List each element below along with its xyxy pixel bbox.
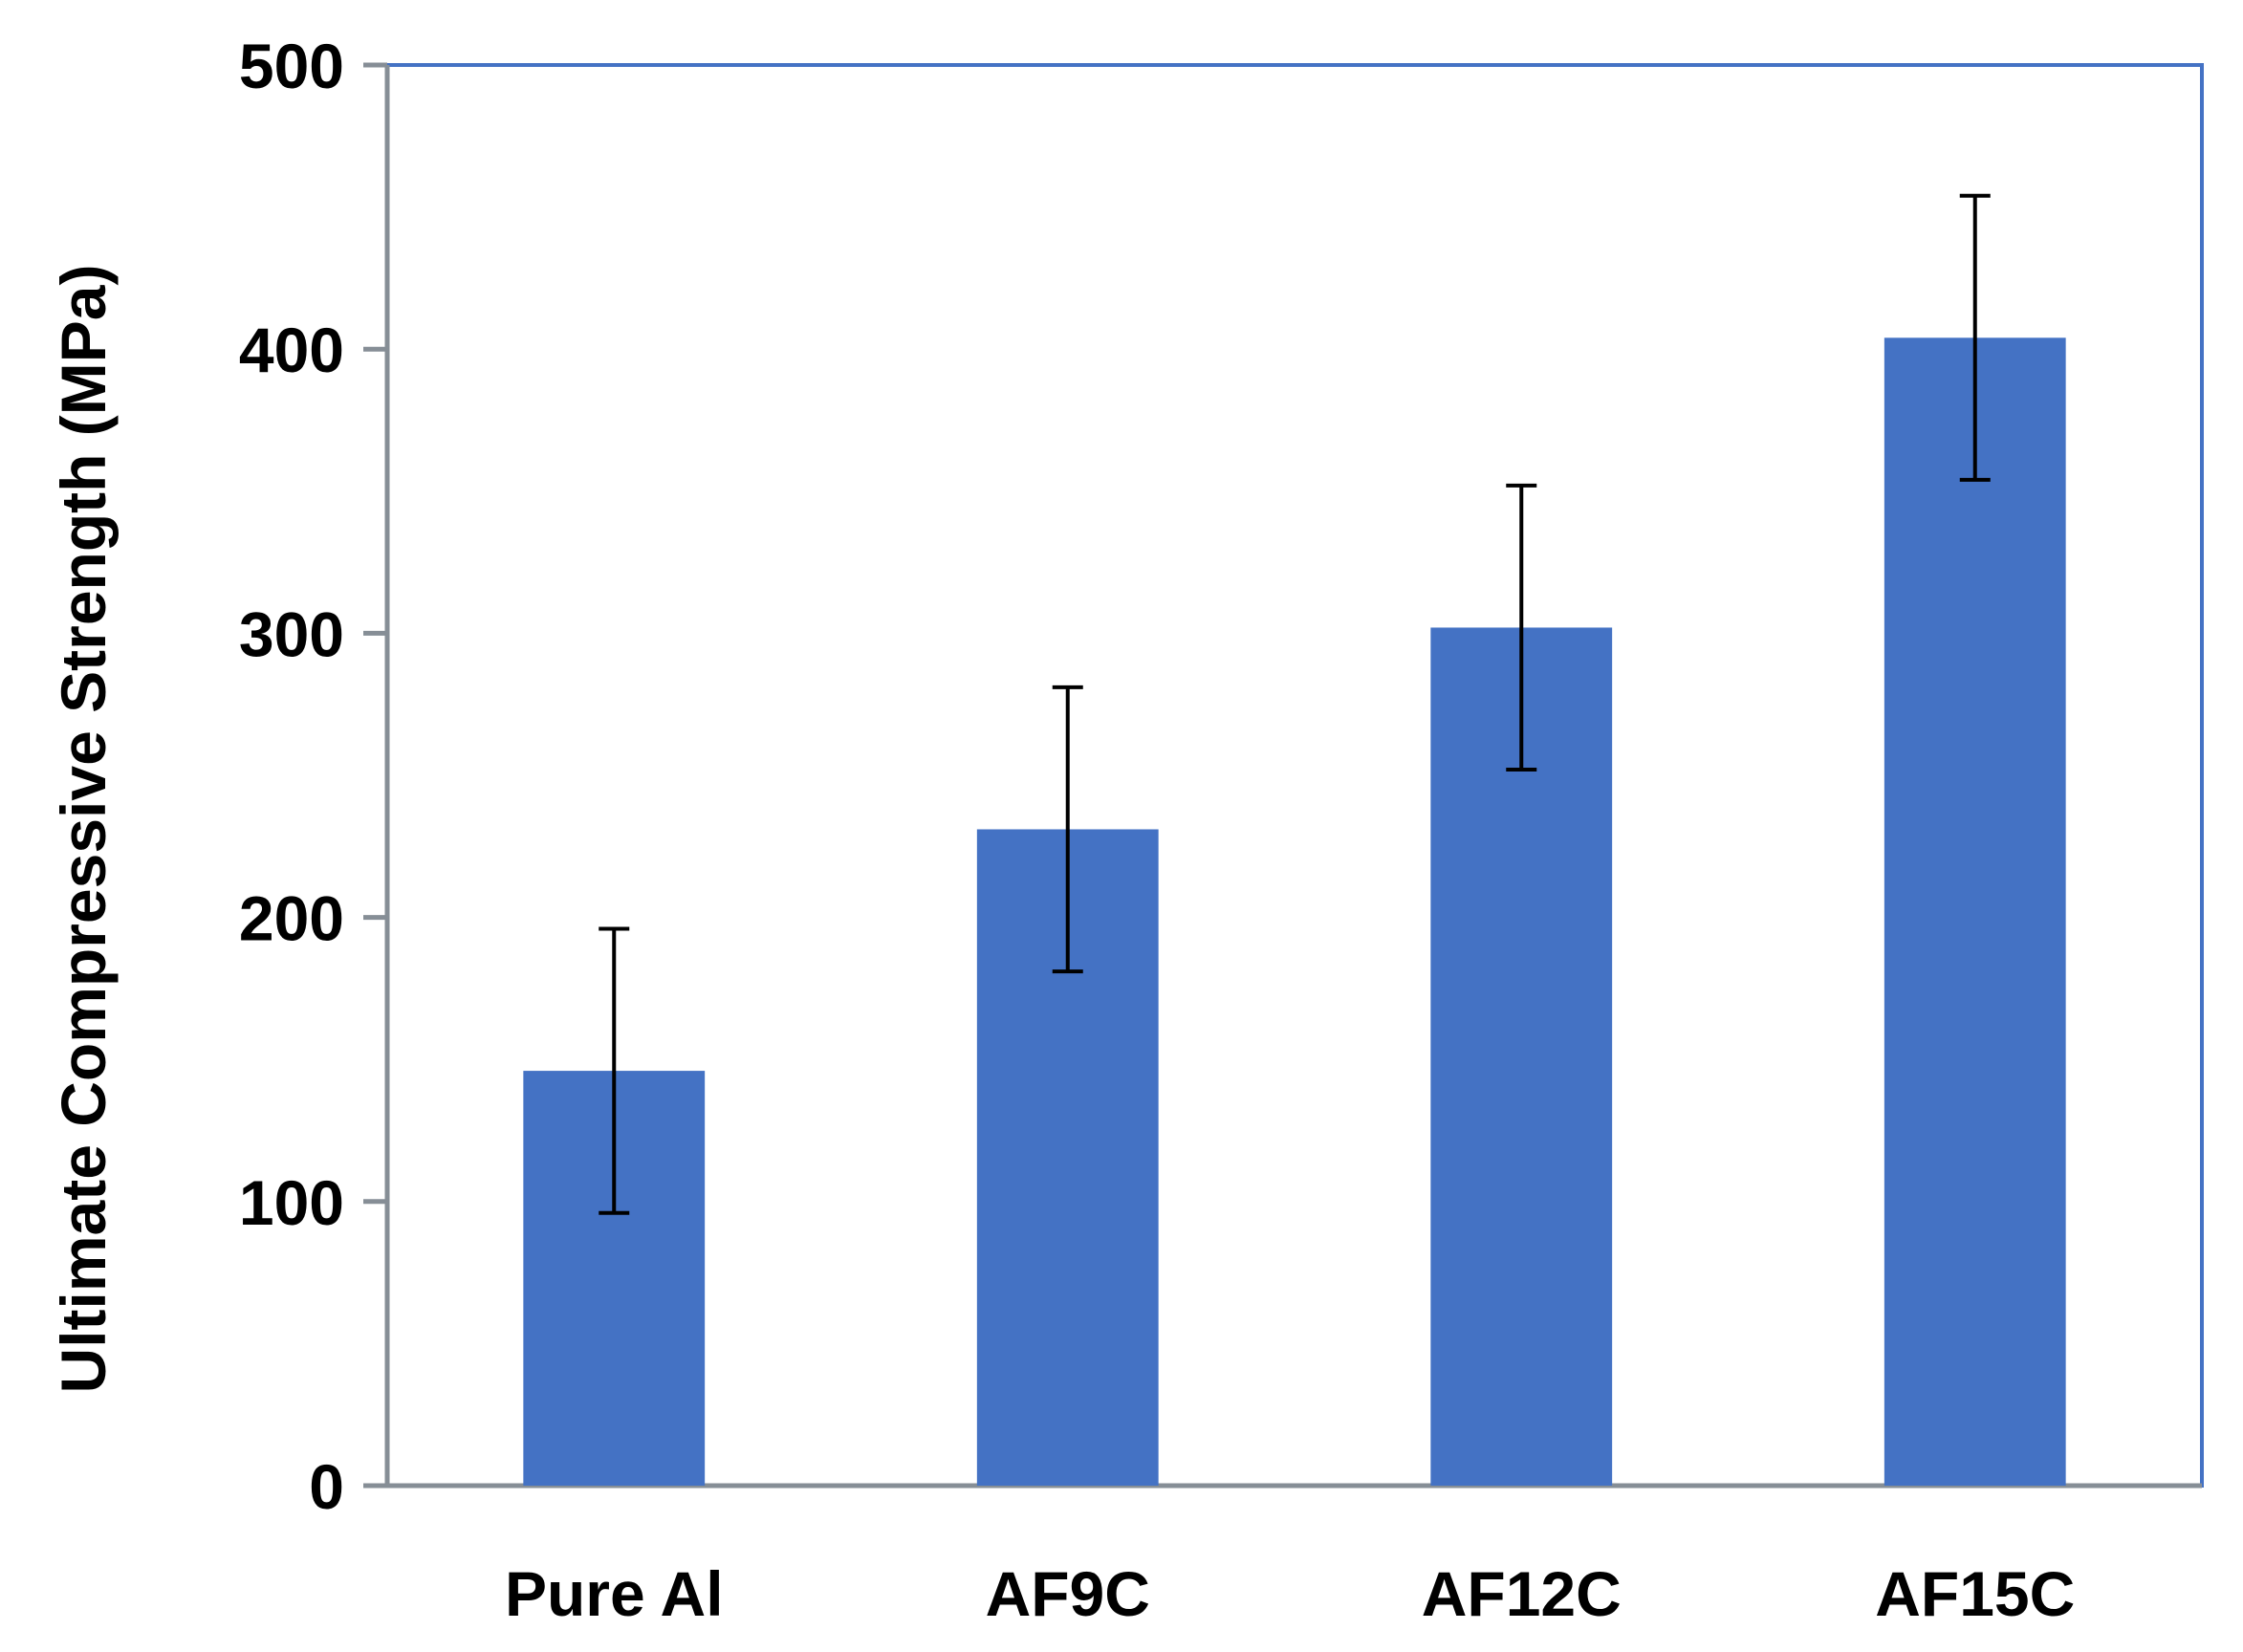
y-axis-tick-labels: 0 100 200 300 400 500 [239,31,344,1522]
y-tick-label: 500 [239,31,344,101]
y-tick-label: 300 [239,598,344,669]
y-axis-ticks [363,62,387,1489]
error-bar-pure-al [599,926,630,1215]
y-tick-label: 100 [239,1167,344,1238]
error-bar-af12c [1506,483,1537,772]
error-bars-group [599,193,1991,1215]
y-tick-label: 400 [239,315,344,385]
x-tick-label: AF12C [1422,1558,1622,1629]
x-axis-tick-labels: Pure Al AF9C AF12C AF15C [505,1558,2075,1629]
bars-group [523,337,2066,1486]
x-tick-label: AF9C [986,1558,1150,1629]
error-bar-af9c [1052,685,1083,974]
x-tick-label: Pure Al [505,1558,724,1629]
error-bar-af15c [1959,193,1991,482]
bar-af15c [1884,337,2066,1486]
y-tick-label: 200 [239,883,344,954]
y-axis-title: Ultimate Compressive Strength (MPa) [48,265,119,1394]
x-tick-label: AF15C [1875,1558,2075,1629]
y-tick-label: 0 [309,1451,344,1522]
